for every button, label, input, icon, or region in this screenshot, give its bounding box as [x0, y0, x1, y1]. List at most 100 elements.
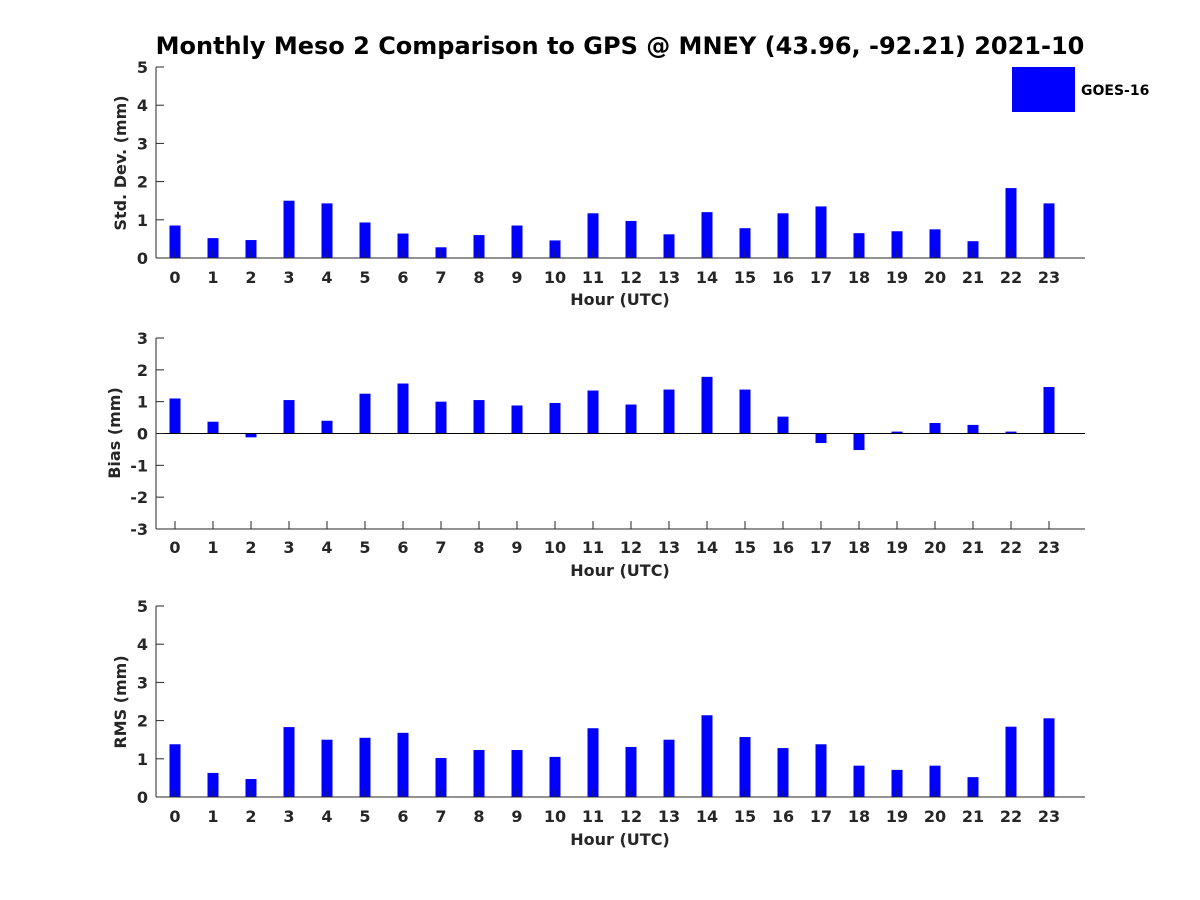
- std-dev-bar: [207, 238, 219, 258]
- rms-bar: [587, 728, 599, 797]
- bias-x-tick-label: 5: [359, 538, 370, 557]
- bias-bar: [169, 398, 181, 434]
- rms-bar: [739, 737, 751, 797]
- bias-x-tick-label: 19: [886, 538, 908, 557]
- std-dev-y-tick-label: 0: [137, 249, 148, 268]
- std-dev-bar: [815, 206, 827, 258]
- std-dev-bar: [359, 222, 371, 258]
- bias-bar: [739, 389, 751, 434]
- rms-x-tick-label: 12: [620, 807, 642, 826]
- rms-y-tick-label: 3: [137, 673, 148, 692]
- std-dev-bar: [549, 240, 561, 258]
- rms-x-tick-label: 21: [962, 807, 984, 826]
- rms-x-tick-label: 1: [207, 807, 218, 826]
- rms-x-tick-label: 9: [511, 807, 522, 826]
- std-dev-y-tick-label: 4: [137, 96, 148, 115]
- bias-x-tick-label: 17: [810, 538, 832, 557]
- std-dev-bar: [283, 200, 295, 258]
- rms-y-tick-label: 4: [137, 635, 148, 654]
- rms-bar: [967, 777, 979, 797]
- std-dev-x-tick-label: 4: [321, 268, 332, 287]
- bias-bar: [625, 404, 637, 434]
- std-dev-x-tick-label: 8: [473, 268, 484, 287]
- std-dev-bar: [625, 220, 637, 258]
- rms-bar: [549, 756, 561, 797]
- rms-bar: [929, 765, 941, 797]
- bias-y-tick-label: -2: [130, 488, 148, 507]
- legend-label: GOES-16: [1081, 83, 1149, 99]
- std-dev-x-tick-label: 21: [962, 268, 984, 287]
- std-dev-x-tick-label: 3: [283, 268, 294, 287]
- std-dev-bar: [1043, 203, 1055, 258]
- rms-x-tick-label: 14: [696, 807, 718, 826]
- std-dev-x-tick-label: 1: [207, 268, 218, 287]
- std-dev-x-tick-label: 2: [245, 268, 256, 287]
- rms-x-tick-label: 0: [169, 807, 180, 826]
- legend: GOES-16: [1012, 67, 1149, 112]
- rms-x-tick-label: 6: [397, 807, 408, 826]
- bias-x-tick-label: 20: [924, 538, 946, 557]
- bias-x-tick-label: 13: [658, 538, 680, 557]
- rms-x-tick-label: 20: [924, 807, 946, 826]
- bias-x-tick-label: 10: [544, 538, 566, 557]
- std-dev-bar: [739, 228, 751, 258]
- std-dev-y-tick-label: 3: [137, 134, 148, 153]
- std-dev-bar: [321, 203, 333, 258]
- rms-bar: [435, 758, 447, 797]
- std-dev-x-tick-label: 7: [435, 268, 446, 287]
- rms-x-tick-label: 2: [245, 807, 256, 826]
- bias-bar: [967, 424, 979, 434]
- rms-bar: [397, 732, 409, 797]
- std-dev-x-tick-label: 20: [924, 268, 946, 287]
- rms-x-tick-label: 7: [435, 807, 446, 826]
- std-dev-bar: [853, 233, 865, 258]
- std-dev-x-tick-label: 5: [359, 268, 370, 287]
- bias-bar: [701, 376, 713, 434]
- bias-bar: [245, 433, 257, 438]
- rms-x-tick-label: 8: [473, 807, 484, 826]
- bias-bar: [473, 400, 485, 434]
- bias-bar: [321, 420, 333, 434]
- rms-x-tick-label: 13: [658, 807, 680, 826]
- std-dev-bar: [397, 233, 409, 258]
- rms-bar: [663, 739, 675, 797]
- rms-bar: [245, 779, 257, 797]
- rms-bar: [1043, 718, 1055, 797]
- std-dev-x-tick-label: 10: [544, 268, 566, 287]
- rms-x-tick-label: 4: [321, 807, 332, 826]
- bias-bar: [1005, 431, 1017, 434]
- bias-x-label: Hour (UTC): [570, 561, 670, 580]
- rms-bar: [815, 744, 827, 797]
- rms-bar: [625, 746, 637, 797]
- rms-x-tick-label: 18: [848, 807, 870, 826]
- bias-bar: [359, 393, 371, 434]
- rms-x-tick-label: 23: [1038, 807, 1060, 826]
- rms-bar: [1005, 726, 1017, 797]
- std-dev-y-tick-label: 2: [137, 173, 148, 192]
- std-dev-bar: [663, 234, 675, 258]
- rms-x-label: Hour (UTC): [570, 830, 670, 849]
- bias-x-tick-label: 23: [1038, 538, 1060, 557]
- bias-y-tick-label: -3: [130, 520, 148, 539]
- bias-x-tick-label: 4: [321, 538, 332, 557]
- rms-bar: [359, 737, 371, 797]
- std-dev-y-tick-label: 1: [137, 211, 148, 230]
- bias-x-tick-label: 9: [511, 538, 522, 557]
- std-dev-bar: [777, 213, 789, 258]
- bias-bar: [397, 383, 409, 434]
- std-dev-bar: [169, 225, 181, 258]
- std-dev-x-tick-label: 22: [1000, 268, 1022, 287]
- std-dev-bar: [891, 231, 903, 258]
- std-dev-bar: [929, 229, 941, 258]
- std-dev-x-label: Hour (UTC): [570, 290, 670, 309]
- bias-bar: [283, 400, 295, 434]
- std-dev-x-tick-label: 19: [886, 268, 908, 287]
- rms-x-tick-label: 22: [1000, 807, 1022, 826]
- bias-x-tick-label: 8: [473, 538, 484, 557]
- std-dev-x-tick-label: 16: [772, 268, 794, 287]
- bias-x-tick-label: 16: [772, 538, 794, 557]
- std-dev-x-tick-label: 17: [810, 268, 832, 287]
- std-dev-x-tick-label: 15: [734, 268, 756, 287]
